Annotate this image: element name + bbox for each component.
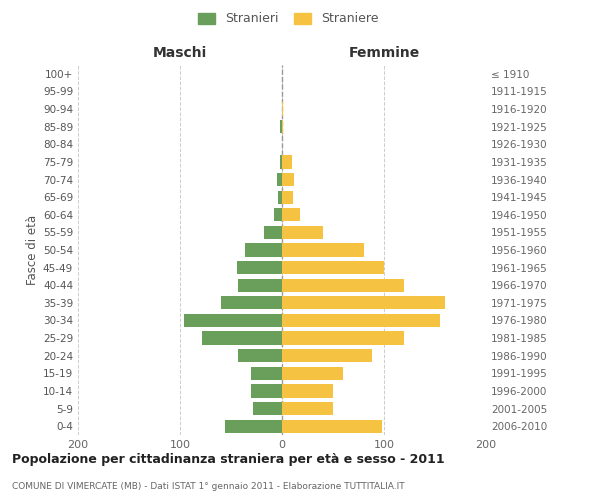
Bar <box>277 173 282 186</box>
Y-axis label: Fasce di età: Fasce di età <box>26 215 39 285</box>
Bar <box>282 384 333 398</box>
Bar <box>202 332 282 344</box>
Bar <box>184 314 282 327</box>
Bar <box>282 314 440 327</box>
Bar <box>225 420 282 433</box>
Bar <box>282 190 293 204</box>
Bar <box>263 226 282 239</box>
Bar <box>282 261 384 274</box>
Bar <box>282 296 445 310</box>
Bar <box>221 296 282 310</box>
Bar <box>280 120 282 134</box>
Bar <box>282 120 283 134</box>
Bar <box>282 349 372 362</box>
Text: COMUNE DI VIMERCATE (MB) - Dati ISTAT 1° gennaio 2011 - Elaborazione TUTTITALIA.: COMUNE DI VIMERCATE (MB) - Dati ISTAT 1°… <box>12 482 404 491</box>
Text: Popolazione per cittadinanza straniera per età e sesso - 2011: Popolazione per cittadinanza straniera p… <box>12 452 445 466</box>
Bar <box>282 278 404 292</box>
Bar <box>251 384 282 398</box>
Bar <box>251 366 282 380</box>
Bar <box>282 173 294 186</box>
Bar <box>282 102 283 116</box>
Bar <box>282 244 364 256</box>
Bar <box>282 156 292 168</box>
Bar <box>237 261 282 274</box>
Text: Maschi: Maschi <box>153 46 207 60</box>
Bar <box>238 349 282 362</box>
Bar <box>282 420 382 433</box>
Legend: Stranieri, Straniere: Stranieri, Straniere <box>194 8 382 29</box>
Bar <box>245 244 282 256</box>
Bar <box>282 366 343 380</box>
Bar <box>280 156 282 168</box>
Text: Femmine: Femmine <box>349 46 419 60</box>
Bar <box>282 226 323 239</box>
Bar <box>278 190 282 204</box>
Bar <box>282 402 333 415</box>
Bar <box>282 208 301 222</box>
Bar <box>282 332 404 344</box>
Bar <box>253 402 282 415</box>
Bar <box>238 278 282 292</box>
Bar <box>274 208 282 222</box>
